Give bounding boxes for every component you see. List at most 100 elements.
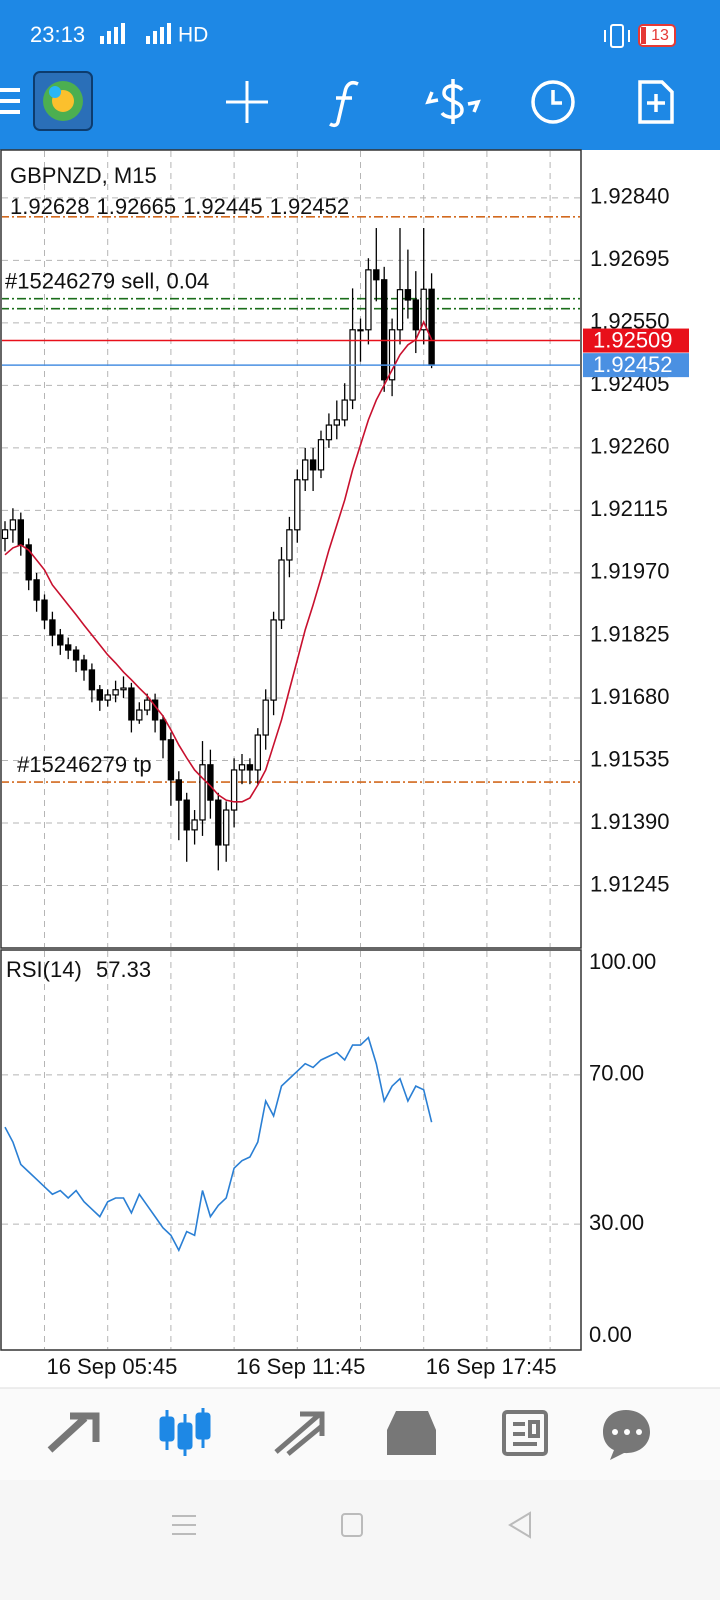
candle-body bbox=[199, 764, 206, 821]
x-tick-label: 16 Sep 11:45 bbox=[236, 1354, 365, 1379]
candle-body bbox=[309, 459, 317, 471]
y-tick-label: 1.91535 bbox=[590, 746, 670, 771]
app-logo[interactable] bbox=[33, 71, 93, 131]
candle-body bbox=[49, 619, 56, 636]
ohlc-high: 1.92665 bbox=[97, 194, 177, 219]
ohlc-open: 1.92628 bbox=[10, 194, 90, 219]
candle-body bbox=[112, 689, 119, 696]
candle-body bbox=[230, 769, 238, 811]
candle-body bbox=[167, 739, 175, 781]
menu-button[interactable] bbox=[0, 88, 20, 114]
y-tick-label: 0.00 bbox=[589, 1322, 632, 1347]
ohlc-close: 1.92452 bbox=[270, 194, 350, 219]
y-tick-label: 1.91825 bbox=[590, 621, 670, 646]
candle-body bbox=[33, 579, 40, 601]
moving-average bbox=[4, 320, 433, 803]
candle-body bbox=[104, 694, 111, 701]
new-order-button[interactable] bbox=[638, 80, 674, 124]
battery-level bbox=[641, 27, 646, 44]
candle-body bbox=[325, 424, 333, 441]
battery-icon bbox=[638, 24, 676, 47]
labels: GBPNZD, M15 RSI(14) 1.928401.926951.9255… bbox=[5, 163, 689, 1379]
order-label: #15246279 tp bbox=[17, 752, 152, 777]
order-label: #15246279 sell, 0.04 bbox=[5, 269, 209, 294]
candle-body bbox=[159, 719, 167, 741]
rsi-panel bbox=[0, 949, 582, 1351]
system-nav bbox=[0, 1480, 720, 1600]
candle-body bbox=[41, 599, 48, 621]
y-tick-label: 1.91680 bbox=[590, 684, 670, 709]
candle-body bbox=[64, 644, 72, 651]
candle-body bbox=[286, 529, 293, 561]
nav-chart[interactable] bbox=[159, 1408, 211, 1456]
candle-body bbox=[191, 819, 198, 831]
ohlc-low: 1.92445 bbox=[183, 194, 263, 219]
system-nav-buttons[interactable] bbox=[172, 1511, 531, 1539]
status-time: 23:13 bbox=[30, 22, 85, 47]
candle-body bbox=[144, 699, 151, 711]
candle-body bbox=[254, 734, 261, 771]
candle-body bbox=[278, 559, 285, 621]
nav-chat[interactable] bbox=[603, 1410, 650, 1460]
ask-badge bbox=[583, 328, 689, 353]
nav-history[interactable] bbox=[387, 1411, 436, 1455]
candle-body bbox=[25, 544, 32, 581]
network-type: HD bbox=[178, 24, 208, 47]
candle-body bbox=[333, 419, 341, 426]
candle-body bbox=[183, 799, 190, 831]
candle-body bbox=[246, 764, 254, 771]
y-tick-label: 1.91970 bbox=[590, 559, 670, 584]
y-tick-label: 1.91390 bbox=[590, 809, 670, 834]
x-tick-label: 16 Sep 05:45 bbox=[47, 1354, 178, 1379]
ohlc-header: 1.92628 1.92665 1.92445 1.92452 bbox=[10, 194, 349, 219]
candle-body bbox=[317, 439, 325, 471]
candle-body bbox=[428, 288, 435, 366]
y-tick-label: 1.92260 bbox=[590, 434, 670, 459]
candle-body bbox=[207, 764, 214, 801]
rsi-value: 57.33 bbox=[96, 957, 151, 982]
price-plot bbox=[2, 216, 580, 871]
ask-label: 1.92509 bbox=[593, 327, 673, 352]
candle-body bbox=[238, 764, 246, 771]
candle-body bbox=[2, 529, 9, 540]
indicators-button[interactable] bbox=[329, 80, 359, 128]
y-tick-label: 1.92840 bbox=[590, 184, 670, 209]
vibrate-icon bbox=[604, 24, 630, 48]
nav-quotes[interactable] bbox=[47, 1412, 100, 1453]
candle-body bbox=[57, 634, 64, 646]
candle-body bbox=[136, 709, 143, 721]
candle-body bbox=[223, 809, 230, 846]
candle-body bbox=[120, 687, 127, 691]
y-tick-label: 100.00 bbox=[589, 949, 656, 974]
chart-title: GBPNZD, M15 bbox=[10, 163, 157, 188]
candle-body bbox=[302, 459, 309, 481]
crosshair-button[interactable] bbox=[226, 81, 268, 123]
candle-body bbox=[80, 659, 88, 671]
y-tick-label: 1.92115 bbox=[590, 496, 668, 521]
y-tick-label: 1.91245 bbox=[590, 871, 670, 896]
history-button[interactable] bbox=[531, 80, 575, 124]
candle-body bbox=[294, 479, 301, 531]
candle-body bbox=[215, 799, 222, 846]
bid-label: 1.92452 bbox=[593, 352, 673, 377]
candle-body bbox=[72, 649, 80, 661]
candle-body bbox=[270, 619, 277, 701]
bottom-nav bbox=[0, 1388, 720, 1480]
candle-body bbox=[396, 289, 404, 331]
y-tick-label: 30.00 bbox=[589, 1210, 644, 1235]
candle-body bbox=[388, 329, 396, 381]
app-bar bbox=[0, 0, 720, 150]
rsi-title: RSI(14) bbox=[6, 957, 82, 982]
trade-button[interactable] bbox=[425, 79, 481, 124]
candle-body bbox=[128, 687, 135, 721]
nav-news[interactable] bbox=[502, 1410, 548, 1456]
candle-body bbox=[412, 299, 420, 331]
rsi-line bbox=[4, 1036, 433, 1253]
battery-percent: 13 bbox=[651, 27, 669, 44]
signal-icons bbox=[100, 23, 171, 44]
grid bbox=[2, 151, 580, 1349]
nav-trade[interactable] bbox=[274, 1411, 325, 1456]
y-tick-label: 70.00 bbox=[589, 1061, 644, 1086]
y-tick-label: 1.92695 bbox=[590, 246, 670, 271]
